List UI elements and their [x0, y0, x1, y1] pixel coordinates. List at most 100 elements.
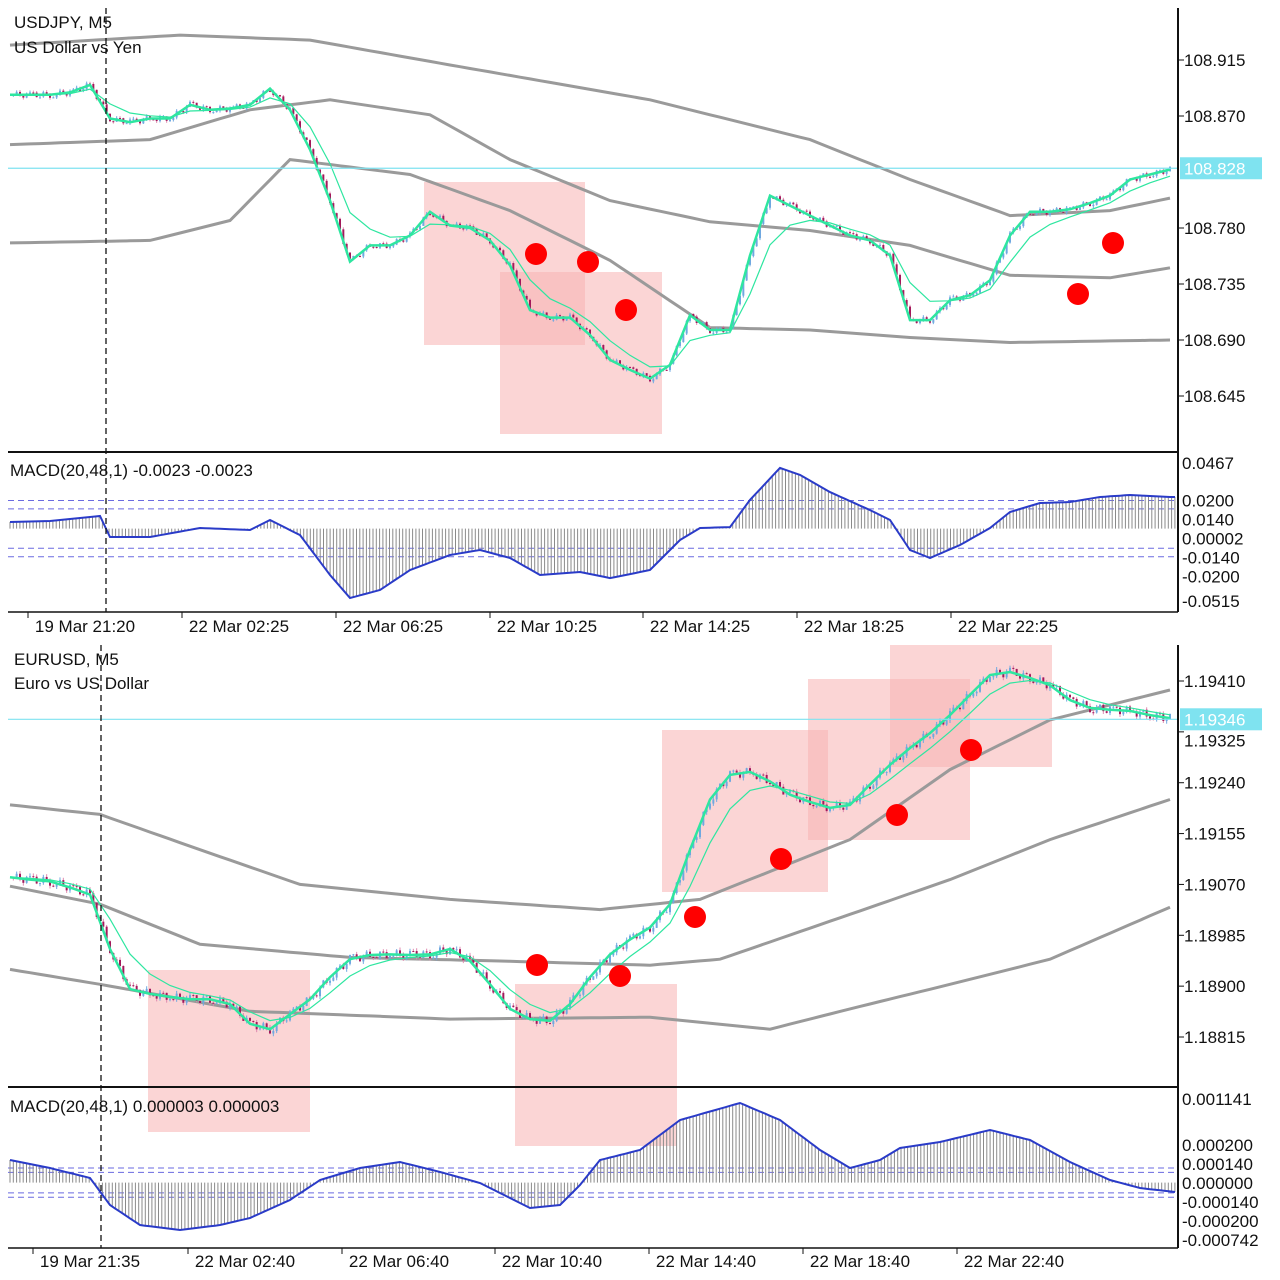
candle-body	[1125, 706, 1128, 712]
candle-body	[682, 870, 685, 880]
candle-body	[182, 111, 185, 113]
candle-body	[1169, 713, 1171, 719]
candle-body	[1105, 711, 1108, 713]
candle-body	[249, 1017, 251, 1021]
candle-body	[262, 1023, 265, 1029]
candle-body	[382, 243, 385, 245]
candle-body	[329, 980, 331, 983]
candle-body	[945, 304, 948, 310]
candle-body	[725, 331, 728, 333]
candle-body	[399, 950, 401, 955]
candle-body	[75, 886, 78, 888]
candle-body	[842, 807, 845, 810]
candle-body	[285, 1020, 288, 1022]
candle-body	[1032, 214, 1035, 216]
candle-body	[312, 149, 315, 158]
macd-tick-label: -0.0140	[1182, 549, 1240, 568]
candle-body	[742, 773, 745, 778]
candle-body	[1165, 718, 1168, 721]
macd-tick-label: 0.000140	[1182, 1155, 1253, 1174]
candle-body	[412, 951, 415, 953]
current-price-badge	[1180, 708, 1262, 731]
candle-body	[1089, 706, 1091, 713]
macd-label-usdjpy: MACD(20,48,1) -0.0023 -0.0023	[10, 461, 253, 480]
signal-marker	[609, 965, 631, 987]
candle-body	[529, 299, 531, 311]
candle-body	[1092, 204, 1095, 207]
candle-body	[1055, 208, 1058, 211]
candle-body	[552, 319, 555, 321]
macd-tick-label: -0.0515	[1182, 592, 1240, 611]
candle-body	[15, 873, 18, 878]
candle-body	[859, 239, 861, 241]
candle-body	[1005, 242, 1008, 254]
candle-body	[85, 889, 88, 895]
slow-ma-line	[10, 88, 1171, 368]
candle-body	[152, 995, 155, 997]
candle-body	[19, 873, 21, 880]
price-tick-label: 108.870	[1184, 107, 1245, 126]
candle-body	[135, 985, 138, 990]
price-tick-label: 1.18815	[1184, 1028, 1245, 1047]
candle-body	[822, 217, 825, 222]
candle-body	[1092, 712, 1095, 714]
candle-body	[422, 217, 425, 226]
candle-body	[652, 927, 655, 932]
candle-body	[512, 263, 515, 271]
candle-body	[909, 306, 911, 320]
candle-body	[1019, 226, 1021, 229]
candle-body	[139, 120, 141, 124]
current-price-label: 108.828	[1184, 159, 1245, 178]
candle-body	[905, 299, 908, 307]
signal-marker	[770, 848, 792, 870]
candle-body	[1112, 706, 1115, 708]
candle-body	[382, 951, 385, 953]
candle-body	[352, 954, 355, 956]
candle-body	[299, 1006, 301, 1011]
candle-body	[375, 957, 378, 959]
macd-tick-label: 0.001141	[1182, 1090, 1252, 1109]
candle-body	[32, 876, 35, 878]
candle-body	[665, 369, 668, 371]
candle-body	[192, 995, 195, 997]
candle-body	[65, 886, 68, 891]
candle-body	[1025, 673, 1028, 675]
candle-body	[279, 95, 281, 97]
candle-body	[819, 217, 821, 221]
price-tick-label: 1.19070	[1184, 875, 1245, 894]
candle-body	[55, 93, 58, 98]
macd-tick-label: 0.0140	[1182, 511, 1234, 530]
chart-frame	[8, 8, 1179, 1249]
candle-body	[652, 379, 655, 382]
candle-body	[112, 121, 115, 123]
candle-body	[402, 954, 405, 960]
candle-body	[835, 802, 838, 808]
candle-body	[712, 799, 715, 804]
candle-body	[755, 774, 758, 780]
candle-body	[1045, 211, 1048, 215]
candle-body	[362, 955, 365, 962]
candle-body	[205, 996, 208, 998]
macd-signal-line	[9, 1101, 1176, 1232]
time-tick-label: 22 Mar 22:40	[964, 1252, 1064, 1271]
candle-body	[919, 319, 921, 324]
candle-body	[295, 114, 298, 122]
candle-body	[439, 215, 441, 218]
candle-body	[419, 957, 421, 959]
candle-body	[139, 989, 141, 996]
candle-body	[1082, 701, 1085, 706]
candle-body	[582, 984, 585, 995]
candle-body	[402, 240, 405, 242]
candle-body	[522, 1016, 525, 1018]
candle-body	[695, 837, 698, 840]
candle-body	[52, 885, 55, 887]
candle-body	[75, 87, 78, 90]
candle-body	[122, 965, 125, 980]
signal-marker	[526, 954, 548, 976]
candle-body	[302, 1005, 305, 1011]
candle-body	[132, 985, 135, 987]
candle-body	[1062, 211, 1065, 213]
candle-body	[1005, 672, 1008, 678]
candle-body	[562, 1010, 565, 1014]
